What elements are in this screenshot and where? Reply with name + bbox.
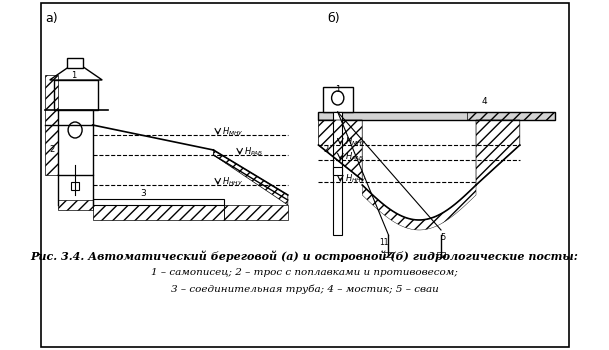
Bar bbox=[319, 112, 555, 120]
Circle shape bbox=[331, 91, 344, 105]
Text: $H_{ННУ}$: $H_{ННУ}$ bbox=[222, 176, 243, 188]
Bar bbox=[67, 58, 83, 68]
Text: а): а) bbox=[45, 12, 58, 25]
Text: 1 – самописец; 2 – трос с поплавками и противовесом;: 1 – самописец; 2 – трос с поплавками и п… bbox=[151, 268, 458, 277]
Text: 1: 1 bbox=[335, 85, 340, 94]
Text: б): б) bbox=[327, 12, 340, 25]
Text: 3: 3 bbox=[141, 189, 146, 198]
Bar bbox=[384, 252, 393, 257]
Text: $H_{РАБ}$: $H_{РАБ}$ bbox=[345, 151, 364, 163]
Text: 1: 1 bbox=[71, 70, 76, 79]
Bar bbox=[333, 167, 342, 175]
Text: 3 – соединительная труба; 4 – мостик; 5 – сваи: 3 – соединительная труба; 4 – мостик; 5 … bbox=[171, 284, 438, 294]
Text: 5: 5 bbox=[440, 233, 445, 242]
Circle shape bbox=[68, 122, 82, 138]
Text: 2: 2 bbox=[324, 146, 329, 154]
Bar bbox=[71, 182, 80, 190]
Bar bbox=[437, 252, 445, 257]
Text: 4: 4 bbox=[482, 97, 488, 106]
Bar bbox=[93, 199, 224, 205]
Bar bbox=[54, 80, 98, 110]
Bar bbox=[467, 112, 555, 120]
Bar bbox=[93, 205, 224, 220]
Text: $H_{МНУ}$: $H_{МНУ}$ bbox=[345, 136, 367, 148]
Bar bbox=[323, 87, 353, 112]
Bar bbox=[58, 200, 93, 210]
Text: $H_{МНУ}$: $H_{МНУ}$ bbox=[222, 126, 244, 138]
Bar bbox=[45, 75, 58, 175]
Text: $H_{РАБ}$: $H_{РАБ}$ bbox=[244, 146, 264, 158]
Bar bbox=[58, 110, 93, 175]
Text: Рис. 3.4. Автоматический береговой (а) и островной (б) гидрологические посты:: Рис. 3.4. Автоматический береговой (а) и… bbox=[30, 250, 579, 261]
Bar bbox=[333, 112, 342, 235]
Text: 11: 11 bbox=[379, 238, 389, 247]
Text: $H_{ННУ}$: $H_{ННУ}$ bbox=[345, 173, 366, 185]
Text: 2: 2 bbox=[50, 146, 55, 154]
Polygon shape bbox=[50, 62, 102, 80]
